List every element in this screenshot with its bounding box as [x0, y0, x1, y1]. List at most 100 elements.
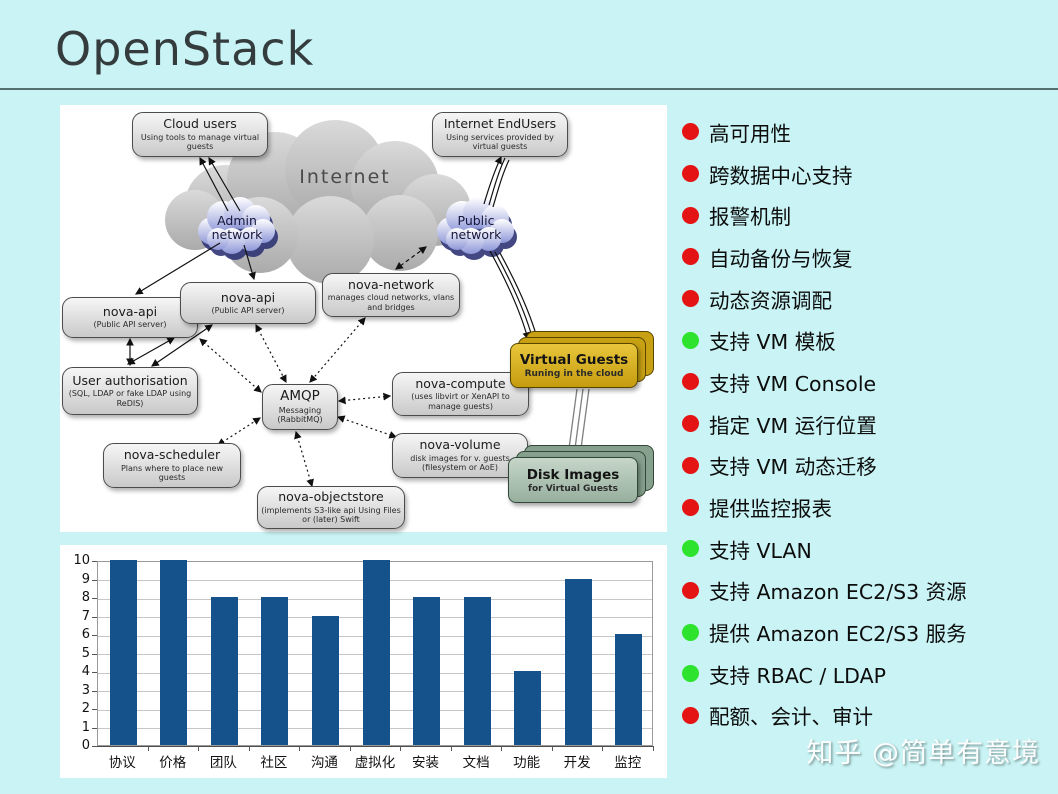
- y-tick-mark: [92, 579, 97, 581]
- feature-item: 报警机制: [682, 194, 1058, 236]
- feature-item: 指定 VM 运行位置: [682, 403, 1058, 445]
- y-tick-mark: [92, 561, 97, 562]
- bar-监控: [615, 634, 643, 745]
- feature-label: 支持 VM 动态迁移: [709, 455, 877, 480]
- public-network-cloud: Public network: [437, 197, 517, 260]
- feature-item: 支持 VM Console: [682, 361, 1058, 403]
- feature-item: 动态资源调配: [682, 278, 1058, 320]
- y-tick-label: 1: [81, 719, 90, 735]
- bar-文档: [463, 597, 491, 745]
- y-tick-mark: [92, 616, 97, 618]
- green-bullet-icon: [682, 540, 699, 558]
- green-bullet-icon: [682, 623, 699, 641]
- feature-item: 跨数据中心支持: [682, 153, 1058, 195]
- x-category-label: 价格: [159, 755, 187, 771]
- x-tick-mark: [602, 746, 604, 751]
- x-tick-mark: [299, 746, 301, 751]
- feature-item: 支持 RBAC / LDAP: [682, 653, 1058, 695]
- admin-network-cloud: Admin network: [198, 197, 278, 260]
- x-category-label: 开发: [563, 755, 591, 771]
- y-tick-mark: [92, 653, 97, 655]
- red-bullet-icon: [682, 290, 699, 308]
- x-tick-mark: [551, 746, 553, 751]
- node-nova-network: nova-network manages cloud networks, vla…: [322, 273, 460, 317]
- feature-item: 配额、会计、审计: [682, 695, 1058, 737]
- feature-item: 自动备份与恢复: [682, 236, 1058, 278]
- x-tick-mark: [400, 746, 402, 751]
- score-bar-chart: 0 1 2 3 4 5 6 7 8 9 10 协议 价格 团队 社区 沟通 虚拟化 安装 文档 功能 开发 监控: [60, 545, 667, 778]
- x-category-label: 团队: [209, 755, 237, 771]
- feature-label: 自动备份与恢复: [709, 246, 853, 271]
- svg-text:network: network: [451, 227, 503, 242]
- x-tick-mark: [653, 746, 654, 751]
- red-bullet-icon: [682, 123, 699, 141]
- chart-x-axis: [97, 746, 654, 747]
- y-tick-label: 4: [81, 664, 90, 679]
- bar-团队: [210, 597, 238, 745]
- green-bullet-icon: [682, 665, 699, 683]
- feature-label: 指定 VM 运行位置: [709, 413, 877, 438]
- red-bullet-icon: [682, 206, 699, 224]
- internet-cloud-label: Internet: [299, 166, 390, 188]
- green-bullet-icon: [682, 331, 699, 349]
- feature-label: 提供监控报表: [709, 497, 832, 522]
- feature-label: 支持 RBAC / LDAP: [709, 663, 886, 688]
- red-bullet-icon: [682, 706, 699, 724]
- feature-label: 动态资源调配: [709, 288, 832, 313]
- y-tick-label: 9: [81, 571, 90, 587]
- feature-item: 提供监控报表: [682, 486, 1058, 528]
- feature-item: 支持 VM 动态迁移: [682, 445, 1058, 487]
- feature-label: 跨数据中心支持: [709, 163, 853, 188]
- feature-label: 支持 Amazon EC2/S3 资源: [709, 580, 967, 605]
- node-user-authorisation: User authorisation (SQL, LDAP or fake LD…: [62, 367, 198, 415]
- bar-虚拟化: [362, 560, 390, 745]
- red-bullet-icon: [682, 415, 699, 433]
- red-bullet-icon: [682, 456, 699, 474]
- feature-label: 提供 Amazon EC2/S3 服务: [709, 622, 967, 647]
- y-tick-label: 7: [81, 608, 90, 624]
- y-tick-mark: [92, 690, 97, 692]
- bar-开发: [564, 578, 592, 745]
- node-disk-images: Disk Images for Virtual Guests: [508, 445, 656, 505]
- red-bullet-icon: [682, 248, 699, 266]
- feature-item: 提供 Amazon EC2/S3 服务: [682, 611, 1058, 653]
- x-category-label: 安装: [412, 755, 440, 771]
- feature-label: 支持 VM Console: [709, 371, 877, 396]
- page-title: OpenStack: [55, 22, 315, 76]
- x-category-label: 功能: [513, 755, 541, 771]
- bar-安装: [413, 597, 441, 745]
- feature-item: 支持 VLAN: [682, 528, 1058, 570]
- architecture-diagram-panel: Internet Admin network: [60, 105, 667, 532]
- svg-text:network: network: [212, 227, 264, 242]
- y-tick-mark: [92, 635, 97, 636]
- node-cloud-users: Cloud users Using tools to manage virtua…: [132, 112, 268, 157]
- x-tick-mark: [450, 746, 452, 751]
- node-nova-volume: nova-volume disk images for v. guests (f…: [392, 433, 528, 478]
- feature-label: 支持 VM 模板: [709, 330, 836, 355]
- feature-list: 高可用性跨数据中心支持报警机制自动备份与恢复 动态资源调配 支持 VM 模板支持 V…: [682, 111, 1058, 736]
- x-tick-mark: [147, 746, 149, 751]
- diagram-art-layer: Internet Admin network: [126, 120, 590, 488]
- y-tick-label: 10: [73, 553, 90, 568]
- y-tick-label: 6: [81, 627, 90, 642]
- bar-价格: [160, 560, 188, 745]
- y-tick-label: 2: [81, 701, 90, 716]
- x-category-label: 协议: [108, 755, 136, 771]
- bar-功能: [514, 671, 542, 745]
- feature-label: 配额、会计、审计: [709, 705, 873, 730]
- y-tick-label: 8: [81, 590, 90, 605]
- red-bullet-icon: [682, 498, 699, 516]
- y-tick-mark: [92, 727, 97, 729]
- svg-text:Admin: Admin: [217, 213, 257, 228]
- x-category-label: 监控: [614, 755, 642, 771]
- x-tick-mark: [501, 746, 503, 751]
- y-tick-mark: [92, 598, 97, 599]
- x-category-label: 沟通: [310, 755, 338, 771]
- y-tick-label: 3: [81, 682, 90, 698]
- x-category-label: 文档: [462, 755, 490, 771]
- title-divider: [0, 88, 1058, 90]
- feature-label: 高可用性: [709, 121, 791, 146]
- y-tick-mark: [92, 746, 97, 747]
- red-bullet-icon: [682, 165, 699, 183]
- bar-协议: [109, 560, 137, 745]
